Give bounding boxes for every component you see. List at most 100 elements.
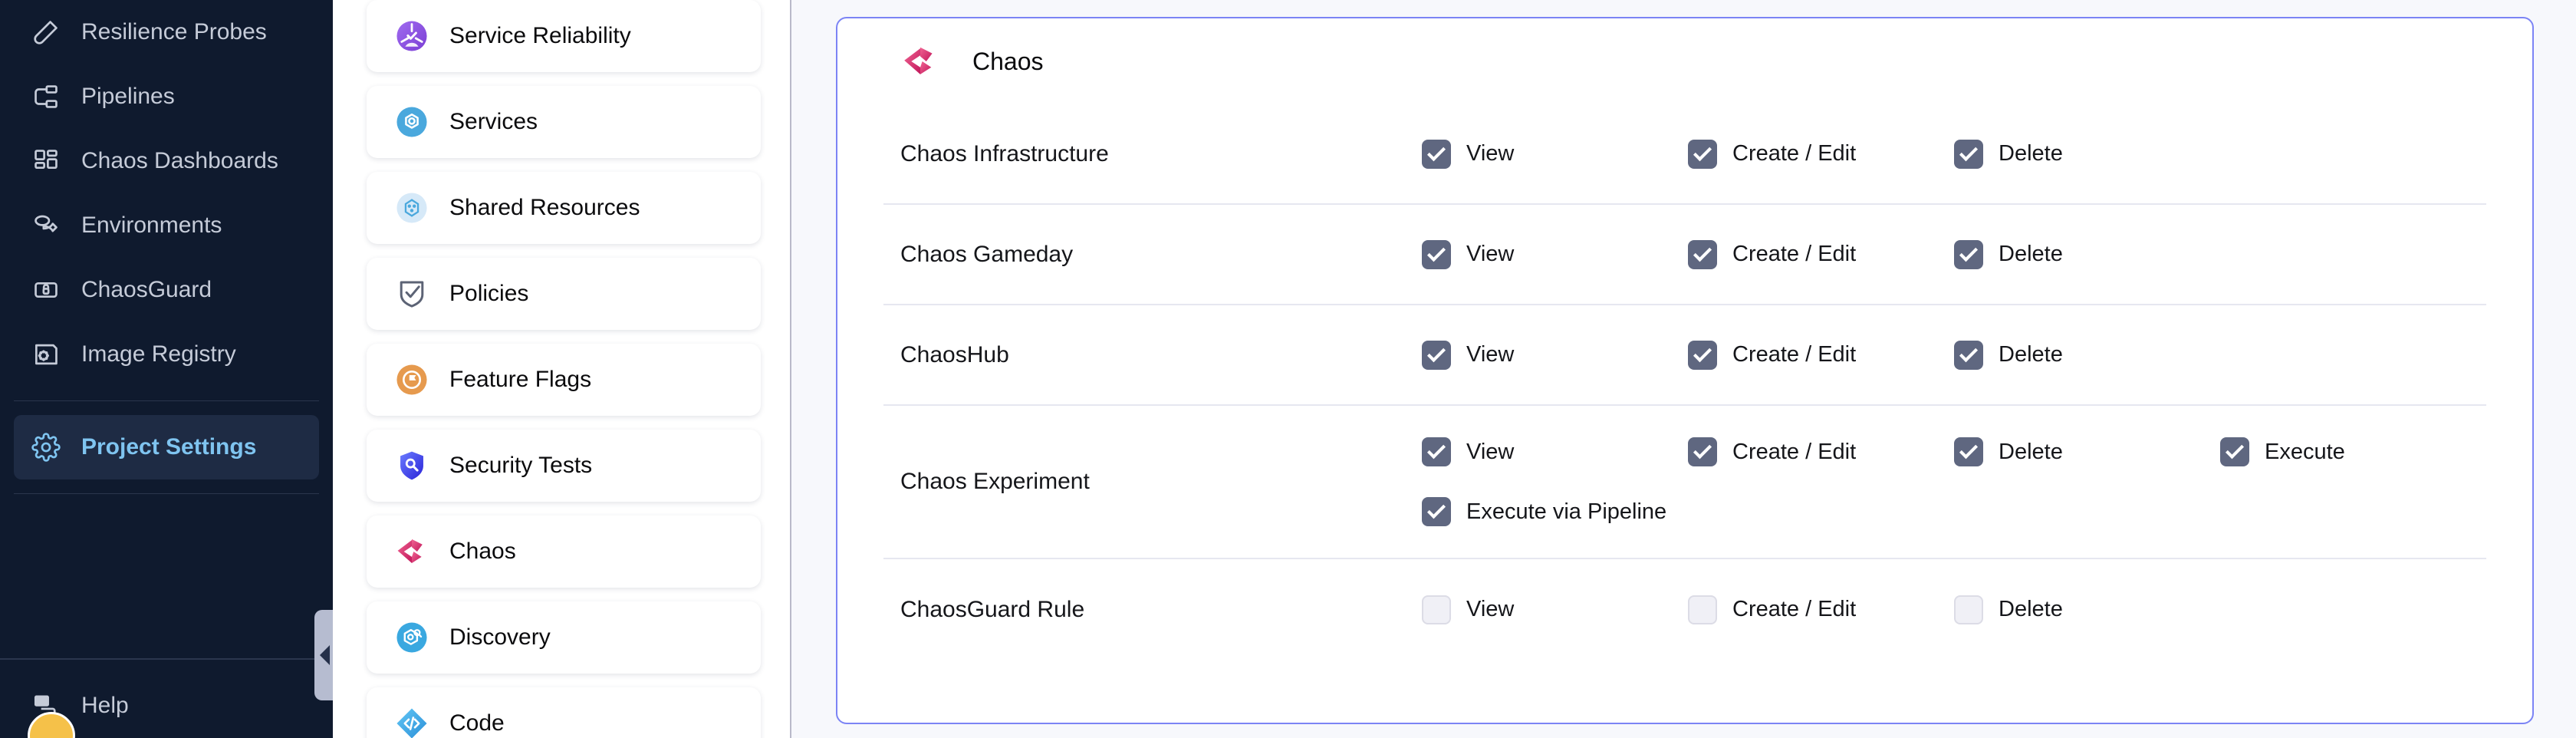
shared-resources-icon <box>394 190 429 226</box>
dashboards-icon <box>31 146 61 176</box>
checkbox-checked-icon[interactable] <box>1422 497 1451 526</box>
permission-checkbox-item[interactable]: View <box>1422 239 1688 269</box>
checkbox-checked-icon[interactable] <box>1954 139 1983 169</box>
sidebar-item-image-registry[interactable]: Image Registry <box>14 322 319 387</box>
check-icon <box>1693 142 1712 161</box>
permission-action-label: Create / Edit <box>1732 242 1857 266</box>
permission-checkbox-item[interactable]: Delete <box>1954 340 2220 370</box>
table-row: ChaosHub View Create / Edit Delete <box>883 305 2486 406</box>
settings-card-label: Code <box>449 710 505 736</box>
service-reliability-icon <box>394 18 429 54</box>
settings-card-label: Services <box>449 109 538 134</box>
permission-checkbox-item[interactable]: Delete <box>1954 437 2220 466</box>
checkbox-checked-icon[interactable] <box>1688 437 1717 466</box>
svg-text:?: ? <box>39 696 45 707</box>
permission-resource-name: Chaos Experiment <box>900 469 1090 494</box>
permission-checkbox-item[interactable]: Create / Edit <box>1688 239 1954 269</box>
check-icon <box>1426 242 1446 262</box>
permission-checkbox-item[interactable]: View <box>1422 437 1688 466</box>
permission-action-line: View Create / Edit Delete <box>1422 139 2486 169</box>
settings-card-feature-flags[interactable]: Feature Flags <box>367 344 761 416</box>
settings-card-security-tests[interactable]: Security Tests <box>367 430 761 502</box>
permission-checkbox-item[interactable]: View <box>1422 595 1688 624</box>
permission-checkbox-item[interactable]: View <box>1422 340 1688 370</box>
permission-action-label: Delete <box>1999 342 2063 367</box>
permission-action-label: View <box>1466 342 1515 367</box>
checkbox-checked-icon[interactable] <box>1422 340 1451 370</box>
page-title: Chaos <box>972 47 1044 75</box>
permission-resource-name: Chaos Gameday <box>900 241 1074 267</box>
sidebar-settings-group: Project Settings <box>0 415 333 479</box>
checkbox-checked-icon[interactable] <box>1422 139 1451 169</box>
checkbox-checked-icon[interactable] <box>1688 139 1717 169</box>
settings-card-discovery[interactable]: Discovery <box>367 601 761 674</box>
settings-card-service-reliability[interactable]: Service Reliability <box>367 0 761 72</box>
sidebar-item-project-settings[interactable]: Project Settings <box>14 415 319 479</box>
permission-checkbox-item[interactable]: Delete <box>1954 239 2220 269</box>
services-icon <box>394 104 429 140</box>
primary-sidebar: Resilience Probes Pipelines Chaos Dashboar… <box>0 0 334 738</box>
permission-checkbox-item[interactable]: Execute <box>2220 437 2486 466</box>
settings-card-label: Service Reliability <box>449 23 631 48</box>
check-icon <box>1959 343 1979 362</box>
permission-action-label: Delete <box>1999 242 2063 266</box>
checkbox-unchecked-icon[interactable] <box>1688 595 1717 624</box>
sidebar-divider <box>14 400 319 401</box>
checkbox-checked-icon[interactable] <box>2220 437 2249 466</box>
permission-action-label: Create / Edit <box>1732 342 1857 367</box>
environments-icon <box>31 210 61 241</box>
checkbox-checked-icon[interactable] <box>1954 340 1983 370</box>
permission-actions: View Create / Edit Delete Execute Execute vi… <box>1422 437 2486 526</box>
sidebar-item-label: Image Registry <box>81 341 236 367</box>
permission-checkbox-item[interactable]: Create / Edit <box>1688 340 1954 370</box>
permission-checkbox-item[interactable]: Delete <box>1954 139 2220 169</box>
sidebar-nav-list: Resilience Probes Pipelines Chaos Dashboar… <box>0 0 333 387</box>
checkbox-checked-icon[interactable] <box>1688 340 1717 370</box>
permission-actions: View Create / Edit Delete <box>1422 139 2486 169</box>
settings-card-label: Security Tests <box>449 453 593 478</box>
sidebar-item-chaos-dashboards[interactable]: Chaos Dashboards <box>14 129 319 193</box>
permission-resource-name: ChaosHub <box>900 341 1009 367</box>
checkbox-checked-icon[interactable] <box>1954 239 1983 269</box>
sidebar-item-help[interactable]: ? Help <box>14 674 319 738</box>
sidebar-item-chaosguard[interactable]: ChaosGuard <box>14 258 319 322</box>
permission-checkbox-item[interactable]: Create / Edit <box>1688 437 1954 466</box>
permission-actions: View Create / Edit Delete <box>1422 340 2486 370</box>
sidebar-collapse-handle[interactable] <box>314 610 334 700</box>
permission-action-label: Execute via Pipeline <box>1466 499 1667 524</box>
security-tests-icon <box>394 448 429 483</box>
check-icon <box>1959 142 1979 161</box>
settings-card-policies[interactable]: Policies <box>367 258 761 330</box>
sidebar-item-environments[interactable]: Environments <box>14 193 319 258</box>
permission-action-line: View Create / Edit Delete Execute <box>1422 437 2486 466</box>
checkbox-checked-icon[interactable] <box>1422 239 1451 269</box>
settings-card-shared-resources[interactable]: Shared Resources <box>367 172 761 244</box>
permission-checkbox-item[interactable]: Create / Edit <box>1688 595 1954 624</box>
sidebar-item-label: Resilience Probes <box>81 19 267 44</box>
settings-card-chaos[interactable]: Chaos <box>367 516 761 588</box>
checkbox-checked-icon[interactable] <box>1422 437 1451 466</box>
permission-resource-name: ChaosGuard Rule <box>900 596 1085 622</box>
settings-card-code[interactable]: Code <box>367 687 761 738</box>
permission-checkbox-item[interactable]: View <box>1422 139 1688 169</box>
settings-card-services[interactable]: Services <box>367 86 761 158</box>
sidebar-item-pipelines[interactable]: Pipelines <box>14 64 319 129</box>
permission-checkbox-item[interactable]: Execute via Pipeline <box>1422 497 1666 526</box>
permission-action-label: View <box>1466 439 1515 464</box>
sidebar-item-resilience-probes[interactable]: Resilience Probes <box>14 0 319 64</box>
check-icon <box>1959 440 1979 460</box>
permission-action-label: View <box>1466 597 1515 621</box>
policies-shield-check-icon <box>394 276 429 311</box>
sidebar-item-label: ChaosGuard <box>81 277 212 302</box>
settings-card-label: Feature Flags <box>449 367 592 392</box>
checkbox-checked-icon[interactable] <box>1688 239 1717 269</box>
checkbox-unchecked-icon[interactable] <box>1954 595 1983 624</box>
checkbox-checked-icon[interactable] <box>1954 437 1983 466</box>
permission-action-label: View <box>1466 242 1515 266</box>
permission-checkbox-item[interactable]: Delete <box>1954 595 2220 624</box>
permission-checkbox-item[interactable]: Create / Edit <box>1688 139 1954 169</box>
check-icon <box>1693 242 1712 262</box>
settings-card-label: Discovery <box>449 624 551 650</box>
table-row: Chaos Experiment View Create / Edit Delete E… <box>883 406 2486 559</box>
checkbox-unchecked-icon[interactable] <box>1422 595 1451 624</box>
